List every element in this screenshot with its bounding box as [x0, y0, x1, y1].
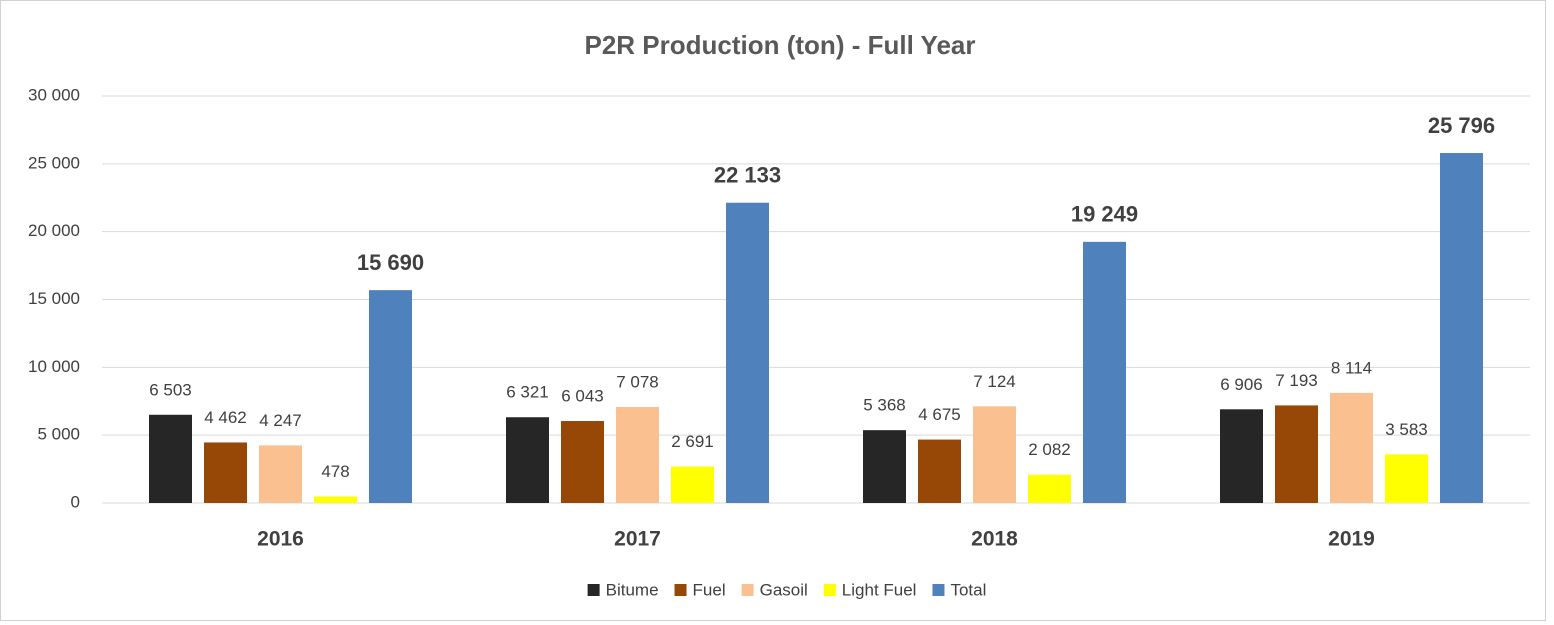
chart-title: P2R Production (ton) - Full Year	[585, 30, 976, 60]
legend-label: Gasoil	[760, 580, 808, 599]
x-tick-label: 2017	[614, 528, 661, 551]
bar	[918, 439, 961, 503]
bar	[1275, 405, 1318, 503]
bar	[1440, 153, 1483, 503]
legend-label: Total	[950, 580, 986, 599]
value-label: 2 082	[1028, 440, 1071, 459]
y-tick-label: 15 000	[28, 289, 80, 308]
value-label: 5 368	[863, 396, 906, 415]
value-label: 4 675	[918, 405, 961, 424]
bar	[863, 430, 906, 503]
bar	[671, 466, 714, 503]
legend-swatch	[587, 584, 600, 596]
bar	[506, 417, 549, 503]
value-label: 8 114	[1331, 358, 1372, 377]
bar	[1385, 454, 1428, 503]
bar	[1083, 241, 1126, 504]
value-label: 2 691	[671, 432, 714, 451]
bar	[616, 406, 659, 503]
y-tick-label: 0	[71, 492, 80, 511]
x-tick-label: 2019	[1328, 528, 1375, 551]
bar	[973, 406, 1016, 503]
bar	[1220, 409, 1263, 503]
value-label: 3 583	[1385, 420, 1428, 439]
legend-label: Bitume	[606, 580, 659, 599]
value-label: 478	[321, 462, 349, 481]
value-label: 6 321	[506, 383, 549, 402]
bar	[369, 290, 412, 503]
value-label: 6 043	[561, 387, 604, 406]
bar	[1330, 392, 1373, 503]
bar	[561, 421, 604, 503]
value-label: 25 796	[1428, 113, 1495, 138]
value-label: 19 249	[1071, 202, 1138, 227]
y-tick-label: 20 000	[28, 221, 80, 240]
value-label: 7 078	[616, 372, 659, 391]
value-label: 15 690	[357, 250, 424, 275]
legend-swatch	[932, 584, 945, 596]
y-tick-label: 10 000	[28, 357, 80, 376]
value-label: 7 193	[1275, 371, 1318, 390]
bar	[259, 445, 302, 503]
x-tick-label: 2016	[257, 528, 304, 551]
bar	[1028, 474, 1071, 503]
x-tick-label: 2018	[971, 528, 1018, 551]
legend-label: Light Fuel	[842, 580, 917, 599]
bar	[726, 202, 769, 503]
value-label: 7 124	[973, 372, 1016, 391]
value-label: 22 133	[714, 163, 781, 188]
legend-swatch	[741, 584, 754, 596]
value-label: 4 462	[204, 408, 247, 427]
value-label: 6 906	[1220, 375, 1263, 394]
value-label: 6 503	[149, 380, 192, 399]
legend-swatch	[823, 584, 836, 596]
bar	[314, 496, 357, 503]
y-tick-label: 5 000	[37, 425, 80, 444]
value-label: 4 247	[259, 411, 302, 430]
y-tick-label: 25 000	[28, 153, 80, 172]
y-tick-label: 30 000	[28, 85, 80, 104]
legend-label: Fuel	[693, 580, 726, 599]
legend-swatch	[674, 584, 687, 596]
bar	[149, 414, 192, 503]
bar	[204, 442, 247, 503]
